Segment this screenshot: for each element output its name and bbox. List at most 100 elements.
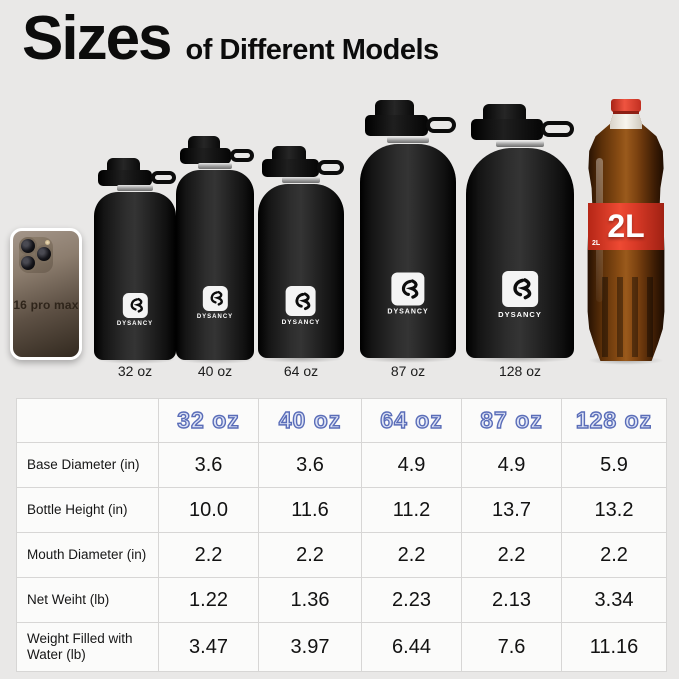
- row-label: Mouth Diameter (in): [16, 532, 159, 578]
- lid-cap: [98, 169, 153, 186]
- bottle-body: DYSANCY: [360, 144, 456, 358]
- bottle-32oz: DYSANCY: [94, 158, 176, 360]
- brand-logo: DYSANCY: [116, 292, 154, 327]
- bottle-87oz: DYSANCY: [360, 100, 456, 358]
- bottle-lid: [258, 146, 344, 184]
- brand-name: DYSANCY: [116, 320, 154, 327]
- bottle-size-label-32oz: 32 oz: [117, 363, 153, 379]
- bottle-lid: [176, 136, 254, 170]
- dysancy-logo-icon: [122, 292, 148, 318]
- lid-handle: [540, 120, 574, 138]
- table-cell: 11.16: [561, 622, 667, 672]
- lid-cap: [471, 118, 543, 141]
- bottle-body: DYSANCY: [258, 184, 344, 358]
- bottle-lid: [360, 100, 456, 144]
- shadow: [466, 354, 574, 363]
- table-cell: 2.2: [361, 532, 462, 578]
- lid-spout: [188, 136, 220, 151]
- brand-name: DYSANCY: [196, 314, 234, 320]
- spec-table: 32 oz 40 oz 64 oz 87 oz 128 oz Base Diam…: [16, 398, 667, 672]
- cola-bottle-2l: 2L 2L: [586, 99, 666, 361]
- page-title: Sizes of Different Models: [22, 6, 439, 71]
- phone-model-label: 16 pro max: [13, 297, 79, 312]
- steel-rim: [197, 163, 233, 169]
- column-header-40oz: 40 oz: [258, 398, 362, 443]
- lid-cap: [262, 158, 320, 178]
- bottle-40oz: DYSANCY: [176, 136, 254, 360]
- row-label: Bottle Height (in): [16, 487, 159, 533]
- table-cell: 11.2: [361, 487, 462, 533]
- cola-volume-text: 2L: [607, 208, 645, 244]
- row-label: Base Diameter (in): [16, 442, 159, 488]
- column-header-64oz: 64 oz: [361, 398, 462, 443]
- cola-volume-small-text: 2L: [592, 240, 601, 247]
- dysancy-logo-icon: [202, 286, 228, 311]
- brand-logo: DYSANCY: [197, 286, 233, 320]
- table-cell: 1.36: [258, 577, 362, 623]
- camera-lens-icon: [21, 239, 35, 253]
- steel-rim: [386, 137, 430, 143]
- lid-cap: [364, 114, 429, 137]
- bottle-size-label-87oz: 87 oz: [390, 363, 426, 379]
- table-cell: 3.6: [258, 442, 362, 488]
- steel-rim: [496, 141, 544, 147]
- shadow: [258, 354, 344, 363]
- bottle-size-label-64oz: 64 oz: [283, 363, 319, 379]
- dysancy-logo-icon: [391, 272, 425, 306]
- brand-logo: DYSANCY: [281, 285, 321, 326]
- cola-neck: [610, 114, 642, 129]
- bottle-lid: [466, 104, 574, 148]
- table-cell: 3.97: [258, 622, 362, 672]
- table-cell: 2.23: [361, 577, 462, 623]
- table-cell: 3.47: [158, 622, 259, 672]
- table-cell: 13.2: [561, 487, 667, 533]
- bottle-body: DYSANCY: [176, 170, 254, 360]
- table-row: Weight Filled with Water (lb) 3.47 3.97 …: [16, 622, 667, 672]
- table-cell: 5.9: [561, 442, 667, 488]
- bottle-128oz: DYSANCY: [466, 104, 574, 358]
- bottle-size-label-128oz: 128 oz: [498, 363, 542, 379]
- lid-spout: [271, 146, 307, 163]
- bottle-size-label-40oz: 40 oz: [197, 363, 233, 379]
- table-cell: 4.9: [361, 442, 462, 488]
- table-cell: 7.6: [461, 622, 562, 672]
- camera-flash-icon: [45, 240, 50, 245]
- camera-lens-icon: [37, 247, 51, 261]
- cola-base-grooves: [593, 277, 659, 357]
- lid-handle: [426, 116, 456, 134]
- table-cell: 3.6: [158, 442, 259, 488]
- lid-handle: [317, 160, 344, 175]
- lid-spout: [375, 100, 414, 120]
- shadow: [360, 354, 456, 363]
- lid-cap: [179, 147, 232, 164]
- bottle-64oz: DYSANCY: [258, 146, 344, 358]
- table-row: Bottle Height (in) 10.0 11.6 11.2 13.7 1…: [16, 487, 667, 533]
- column-header-128oz: 128 oz: [561, 398, 667, 443]
- brand-name: DYSANCY: [498, 310, 542, 319]
- table-cell: 2.2: [561, 532, 667, 578]
- table-row: Mouth Diameter (in) 2.2 2.2 2.2 2.2 2.2: [16, 532, 667, 578]
- table-cell: 2.2: [461, 532, 562, 578]
- dysancy-logo-icon: [285, 285, 316, 316]
- brand-name: DYSANCY: [281, 318, 321, 326]
- row-label: Net Weiht (lb): [16, 577, 159, 623]
- lid-handle: [150, 170, 176, 184]
- table-row: Net Weiht (lb) 1.22 1.36 2.23 2.13 3.34: [16, 577, 667, 623]
- title-sub: of Different Models: [185, 34, 440, 66]
- camera-module: [19, 237, 53, 273]
- cola-label: 2L 2L: [588, 203, 664, 250]
- cola-cap: [611, 99, 641, 112]
- lid-spout: [107, 158, 140, 173]
- lid-spout: [483, 104, 527, 124]
- table-cell: 1.22: [158, 577, 259, 623]
- column-header-87oz: 87 oz: [461, 398, 562, 443]
- table-cell: 2.2: [258, 532, 362, 578]
- bottle-body: DYSANCY: [466, 148, 574, 358]
- lid-handle: [229, 148, 254, 162]
- table-cell: 3.34: [561, 577, 667, 623]
- iphone-size-reference: 16 pro max: [10, 228, 82, 360]
- cola-cap-band: [613, 111, 639, 114]
- brand-name: DYSANCY: [387, 308, 429, 316]
- dysancy-logo-icon: [502, 271, 538, 307]
